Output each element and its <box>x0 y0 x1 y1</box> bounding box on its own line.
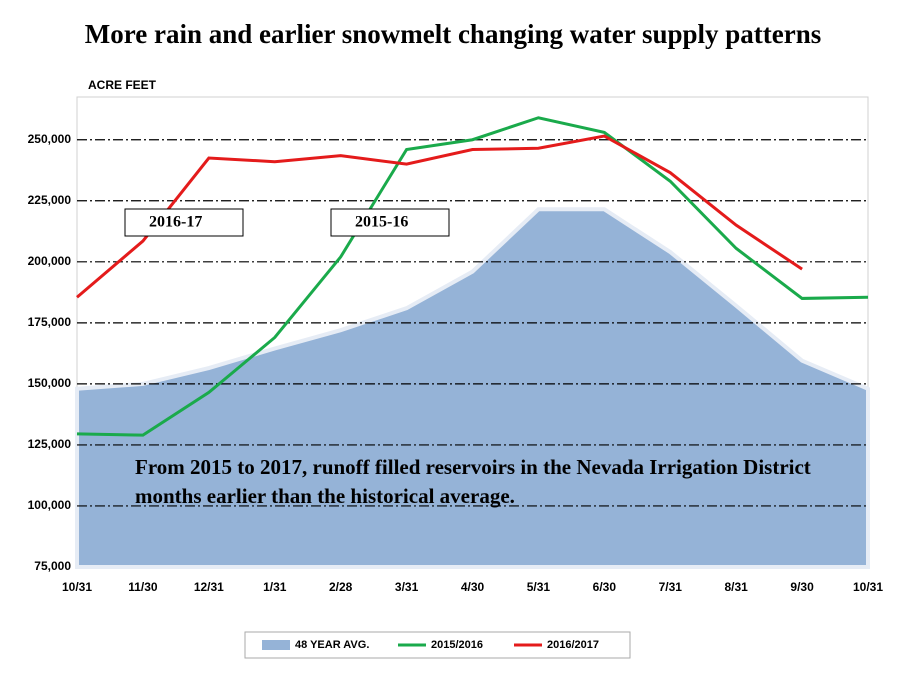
y-tick-label: 150,000 <box>28 376 72 390</box>
x-tick-label: 2/28 <box>329 580 353 594</box>
x-tick-label: 5/31 <box>527 580 551 594</box>
line <box>76 134 803 299</box>
line <box>76 116 869 437</box>
chart-title: More rain and earlier snowmelt changing … <box>85 19 822 49</box>
annotation-box <box>124 208 244 237</box>
area <box>75 207 870 569</box>
x-tick-label: 4/30 <box>461 580 485 594</box>
x-tick-label: 8/31 <box>724 580 748 594</box>
y-tick-label: 100,000 <box>28 498 72 512</box>
grid <box>77 139 868 507</box>
x-tick-label: 3/31 <box>395 580 419 594</box>
x-tick-label: 7/31 <box>659 580 683 594</box>
x-tick-label: 10/31 <box>62 580 92 594</box>
y-tick-label: 200,000 <box>28 254 72 268</box>
x-tick-label: 9/30 <box>790 580 814 594</box>
legend-swatch <box>262 640 290 650</box>
x-tick-label: 11/30 <box>128 580 158 594</box>
x-tick-label: 10/31 <box>853 580 883 594</box>
annotation-note: From 2015 to 2017, runoff filled reservo… <box>135 455 811 508</box>
legend-label: 2015/2016 <box>431 639 483 651</box>
y-tick-label: 75,000 <box>34 559 71 573</box>
legend-label: 2016/2017 <box>547 639 599 651</box>
x-tick-label: 12/31 <box>194 580 224 594</box>
y-axis-label: ACRE FEET <box>88 78 157 92</box>
x-tick-label: 1/31 <box>263 580 287 594</box>
y-tick-label: 175,000 <box>28 315 72 329</box>
plot <box>75 207 870 569</box>
y-tick-label: 250,000 <box>28 132 72 146</box>
legend-box <box>244 631 631 659</box>
x-tick-label: 6/30 <box>593 580 617 594</box>
annotation-box <box>330 208 450 237</box>
annotation-label: 2015-16 <box>355 214 408 231</box>
legend-label: 48 YEAR AVG. <box>295 639 369 651</box>
y-tick-label: 225,000 <box>28 193 72 207</box>
y-tick-label: 125,000 <box>28 437 72 451</box>
annotation-label: 2016-17 <box>149 214 202 231</box>
